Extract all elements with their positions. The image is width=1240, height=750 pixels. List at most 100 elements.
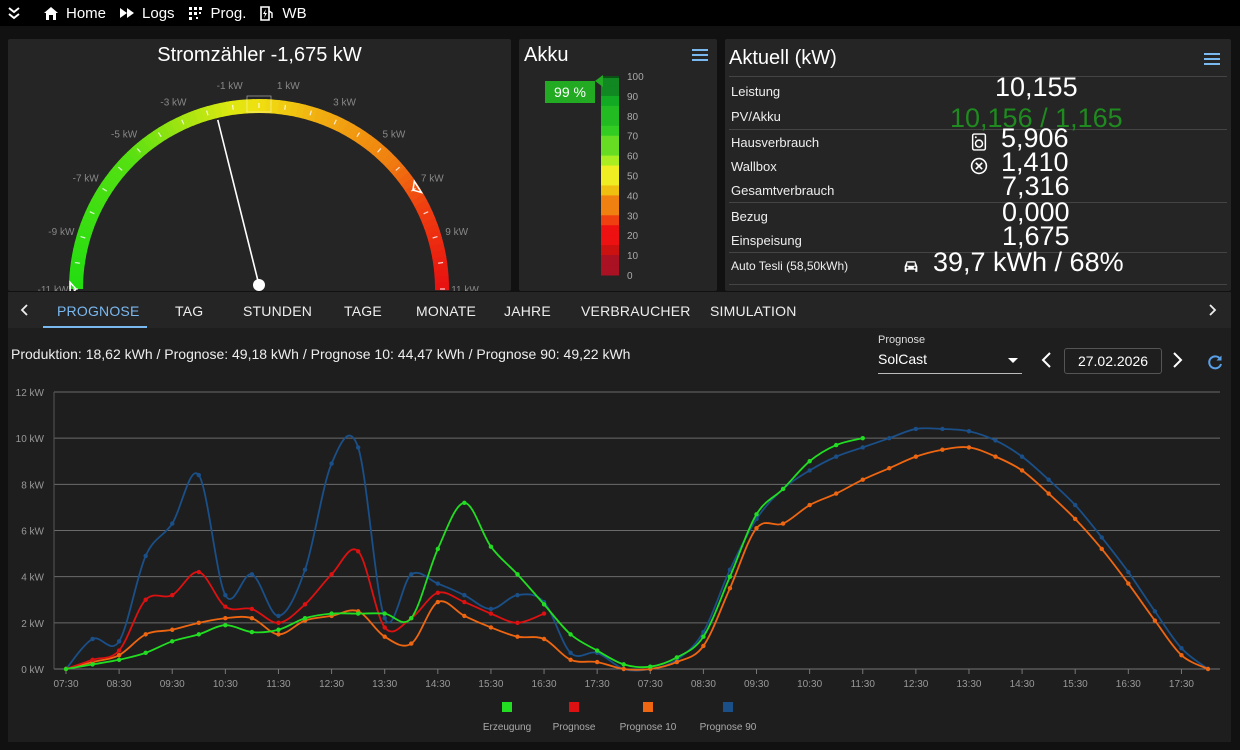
tab-jahre[interactable]: JAHRE: [504, 303, 551, 319]
gauge-band-segment: [385, 157, 401, 173]
series-point-prognose: [435, 590, 441, 596]
tab-simulation[interactable]: SIMULATION: [710, 303, 797, 319]
nav-item-logs[interactable]: Logs: [118, 4, 175, 22]
tab-monate[interactable]: MONATE: [416, 303, 477, 319]
gauge-band-segment: [301, 104, 313, 121]
tab-verbraucher[interactable]: VERBRAUCHER: [581, 303, 691, 319]
gauge-band-segment: [76, 229, 92, 241]
gauge-band-segment: [357, 131, 372, 148]
gauge-band-segment: [136, 138, 152, 155]
chart-x-tick-label: 07:30: [638, 679, 663, 690]
gauge-tick-label: 7 kW: [421, 174, 444, 185]
power-gauge: -11 kW -9 kW -7 kW -5 kW -3 kW -1 kW 1 kW 3 kW 5…: [38, 81, 479, 291]
forecast-panel: Produktion: 18,62 kWh / Prognose: 49,18 …: [8, 328, 1231, 742]
gauge-tick-label: 11 kW: [451, 285, 479, 291]
legend-swatch: [723, 702, 733, 712]
gauge-tick-label: 9 kW: [445, 227, 468, 238]
gauge-tick: [309, 110, 312, 116]
battery-bar-segment: [601, 135, 619, 147]
series-point-erzeugung: [594, 648, 600, 653]
gauge-band-segment: [69, 281, 84, 289]
gauge-band-segment: [164, 120, 178, 137]
current-title: Aktuell (kW): [729, 47, 837, 69]
nav-item-wb[interactable]: WB: [258, 4, 307, 22]
series-point-prognose-10: [1073, 516, 1078, 522]
gauge-band-segment: [88, 198, 105, 212]
gauge-needle: [217, 119, 260, 286]
battery-percent-badge: [545, 81, 595, 103]
series-point-prognose-90: [940, 426, 945, 432]
series-point-prognose-10: [966, 445, 972, 450]
gauge-tick: [102, 187, 108, 192]
tabs-scroll-right-icon[interactable]: [1207, 304, 1217, 316]
gauge-band-segment: [319, 110, 332, 127]
date-field[interactable]: 27.02.2026: [1064, 348, 1162, 374]
chart-y-tick-label: 8 kW: [21, 480, 44, 491]
series-line-prognose-10: [65, 446, 1209, 671]
gauge-band-segment: [372, 143, 388, 159]
series-point-erzeugung: [116, 657, 122, 662]
series-point-prognose-90: [833, 454, 839, 459]
next-day-icon[interactable]: [1170, 350, 1184, 370]
current-row-value: 10,155: [995, 72, 1078, 102]
chart-x-tick-label: 14:30: [425, 679, 450, 690]
gauge-band-segment: [433, 262, 449, 272]
previous-day-icon[interactable]: [1040, 350, 1054, 370]
battery-bar-segment: [601, 155, 619, 167]
tab-tag[interactable]: TAG: [175, 303, 204, 319]
gauge-band-segment: [393, 166, 410, 182]
nav-item-prog[interactable]: Prog.: [187, 4, 246, 22]
gauge-tick: [432, 236, 438, 239]
battery-bar-segment: [601, 215, 619, 226]
gauge-tick-label: -11 kW: [38, 285, 69, 291]
battery-scale-label: 80: [627, 112, 639, 123]
battery-bar-segment: [601, 265, 619, 276]
battery-menu-icon[interactable]: [692, 49, 708, 61]
series-point-erzeugung: [833, 442, 839, 448]
series-point-erzeugung: [90, 662, 95, 667]
current-row-label: Wallbox: [731, 159, 777, 174]
forecast-source-select[interactable]: SolCast: [878, 348, 1022, 374]
battery-bar-segment: [601, 125, 619, 137]
nav-item-home[interactable]: Home: [42, 4, 106, 22]
series-point-prognose-10: [674, 659, 680, 665]
current-row-label: Einspeisung: [731, 233, 802, 248]
refresh-icon[interactable]: [1206, 354, 1224, 372]
series-point-erzeugung: [302, 616, 308, 621]
series-point-prognose-10: [860, 477, 865, 482]
gauge-band-segment: [127, 147, 143, 163]
current-menu-icon[interactable]: [1204, 53, 1220, 65]
tabs-scroll-left-icon[interactable]: [20, 304, 30, 316]
gauge-band-segment: [169, 117, 183, 134]
series-point-erzeugung: [541, 602, 547, 607]
series-point-prognose-90: [1073, 502, 1078, 508]
tab-tage[interactable]: TAGE: [344, 303, 382, 319]
series-point-prognose-90: [170, 521, 175, 526]
series-point-prognose-90: [143, 553, 148, 559]
gauge-band-segment: [434, 282, 449, 291]
series-point-prognose-90: [1152, 609, 1158, 614]
battery-bar-segment: [601, 95, 619, 107]
chart-x-tick-label: 09:30: [744, 679, 769, 690]
chart-x-tick-label: 12:30: [903, 679, 928, 690]
current-row-label: Gesamtverbrauch: [731, 183, 835, 198]
gauge-band-segment: [367, 139, 383, 155]
series-point-prognose-90: [1046, 477, 1051, 482]
battery-bar-segment: [601, 225, 619, 236]
series-point-prognose-10: [116, 652, 122, 658]
tab-prognose[interactable]: PROGNOSE: [57, 303, 140, 319]
gauge-band-segment: [181, 112, 195, 129]
series-point-prognose-10: [1019, 468, 1025, 473]
series-point-prognose-90: [966, 429, 972, 434]
nav-item-menu[interactable]: [6, 4, 30, 22]
gauge-band-segment: [78, 222, 94, 235]
tab-stunden[interactable]: STUNDEN: [243, 303, 313, 319]
series-point-erzeugung: [568, 632, 573, 637]
forecast-source-value: SolCast: [878, 351, 928, 367]
gauge-band-segment: [259, 99, 267, 114]
chart-y-tick-label: 12 kW: [16, 388, 45, 399]
series-point-prognose-10: [701, 643, 706, 649]
chart-x-tick-label: 08:30: [691, 679, 716, 690]
series-point-erzeugung: [754, 512, 759, 517]
